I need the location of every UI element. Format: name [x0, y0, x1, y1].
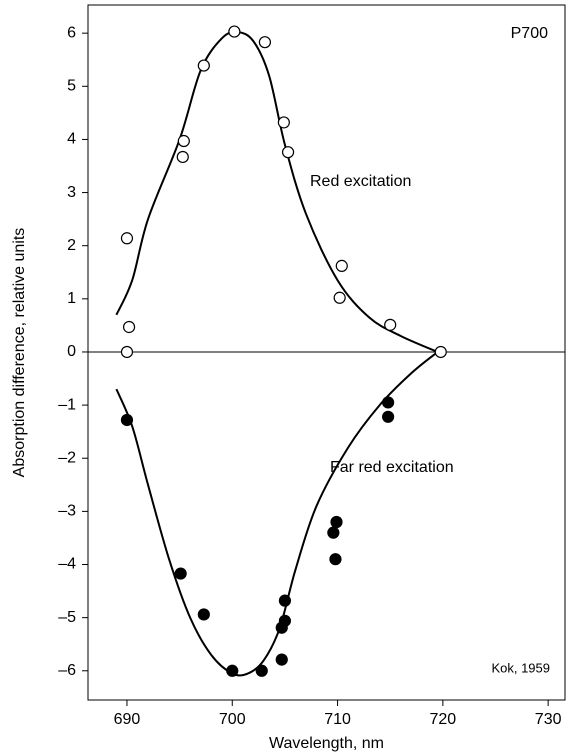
y-tick-label: 0: [67, 343, 76, 360]
data-point: [174, 567, 187, 580]
data-point: [255, 664, 268, 677]
y-tick-label: 3: [67, 184, 76, 201]
data-point: [120, 232, 134, 245]
data-point: [329, 553, 342, 566]
data-point: [384, 318, 397, 331]
data-point: [258, 36, 272, 49]
annotation: P700: [511, 25, 548, 42]
y-tick-label: 5: [67, 78, 76, 95]
data-point: [381, 396, 395, 409]
y-tick-label: –3: [58, 503, 76, 520]
data-point: [275, 653, 288, 666]
data-point: [197, 59, 210, 72]
data-point: [226, 664, 239, 677]
data-point: [281, 146, 295, 159]
data-point: [330, 515, 343, 529]
data-point: [278, 594, 292, 607]
x-axis-label: Wavelength, nm: [269, 735, 384, 752]
annotation: Red excitation: [310, 173, 411, 190]
data-point: [177, 134, 190, 148]
data-point: [228, 25, 241, 38]
fit-curve: [115, 30, 438, 353]
y-tick-label: –2: [58, 449, 76, 466]
annotation: Far red excitation: [330, 459, 454, 476]
annotation: Kok, 1959: [491, 660, 550, 675]
y-tick-label: 6: [67, 24, 76, 41]
data-point: [327, 526, 340, 539]
data-point: [275, 621, 288, 634]
y-axis-label: Absorption difference, relative units: [11, 228, 28, 478]
x-tick-label: 710: [324, 711, 351, 728]
data-point: [277, 116, 290, 129]
y-tick-label: 2: [67, 237, 76, 254]
data-point: [197, 608, 210, 621]
y-tick-label: –5: [58, 609, 76, 626]
x-tick-label: 700: [219, 711, 246, 728]
x-tick-label: 730: [535, 711, 562, 728]
data-point: [434, 345, 447, 359]
data-point: [176, 150, 189, 164]
y-tick-label: –6: [58, 662, 76, 679]
data-point: [333, 291, 346, 304]
data-point: [381, 410, 395, 423]
y-tick-label: 4: [67, 131, 76, 148]
x-tick-label: 720: [430, 711, 457, 728]
data-point: [120, 413, 134, 427]
data-point: [335, 259, 348, 272]
y-tick-label: 1: [67, 290, 76, 307]
data-point: [122, 320, 136, 334]
data-point: [120, 345, 134, 359]
y-tick-label: –1: [58, 396, 76, 413]
plot-frame: [87, 4, 566, 701]
x-tick-label: 690: [114, 711, 141, 728]
y-tick-label: –4: [58, 556, 76, 573]
